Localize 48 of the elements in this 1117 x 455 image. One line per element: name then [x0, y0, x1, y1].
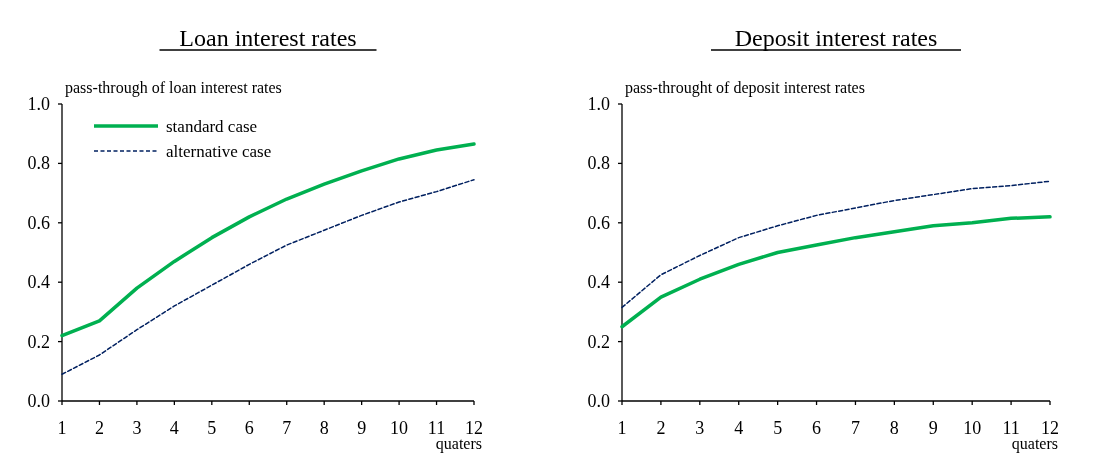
y-tick-label: 0.0 [587, 391, 610, 411]
x-tick-label: 7 [850, 418, 860, 438]
x-axis-title: quaters [435, 435, 482, 453]
x-tick-label: 1 [617, 418, 627, 438]
x-tick-label: 11 [427, 418, 446, 438]
x-tick-label: 5 [773, 418, 783, 438]
line-series [61, 178, 475, 376]
x-tick-label: 9 [357, 418, 367, 438]
x-axis-title: quaters [1011, 435, 1058, 453]
y-tick-label: 1.0 [27, 94, 50, 114]
legend-label: standard case [166, 117, 258, 136]
legend-label: alternative case [166, 142, 272, 161]
y-tick-label: 0.6 [587, 212, 610, 233]
y-tick-label: 0.8 [587, 153, 610, 174]
x-tick-label: 8 [889, 418, 899, 438]
y-axis-title: pass-through of loan interest rates [65, 79, 282, 97]
y-tick-label: 1.0 [587, 94, 610, 114]
x-tick-label: 12 [465, 418, 483, 438]
y-tick-label: 0.4 [587, 272, 610, 293]
x-tick-label: 3 [132, 418, 142, 438]
x-tick-label: 2 [656, 418, 666, 438]
y-tick-label: 0.2 [27, 331, 50, 352]
x-tick-label: 9 [928, 418, 938, 438]
x-tick-label: 2 [94, 418, 104, 438]
y-tick-label: 0.2 [587, 331, 610, 352]
x-tick-label: 11 [1002, 418, 1020, 438]
x-tick-label: 1 [57, 418, 67, 438]
line-series [621, 180, 1051, 309]
y-tick-label: 0.8 [27, 153, 50, 174]
y-axis-title: pass-throught of deposit interest rates [625, 79, 865, 97]
x-tick-label: 4 [169, 418, 179, 438]
line-series [60, 142, 476, 338]
x-tick-label: 10 [963, 418, 982, 438]
x-tick-label: 3 [695, 418, 705, 438]
x-tick-label: 12 [1041, 418, 1059, 438]
x-tick-label: 4 [734, 418, 744, 438]
x-tick-label: 6 [812, 418, 822, 438]
y-tick-label: 0.4 [27, 272, 50, 293]
y-tick-label: 0.6 [27, 212, 50, 233]
chart-title: Deposit interest rates [734, 25, 938, 51]
x-tick-label: 5 [207, 418, 217, 438]
x-tick-label: 8 [319, 418, 329, 438]
y-tick-label: 0.0 [27, 391, 50, 411]
line-series [620, 215, 1052, 329]
x-tick-label: 7 [282, 418, 292, 438]
x-tick-label: 10 [390, 418, 409, 438]
x-tick-label: 6 [244, 418, 254, 438]
chart-title: Loan interest rates [179, 25, 357, 51]
